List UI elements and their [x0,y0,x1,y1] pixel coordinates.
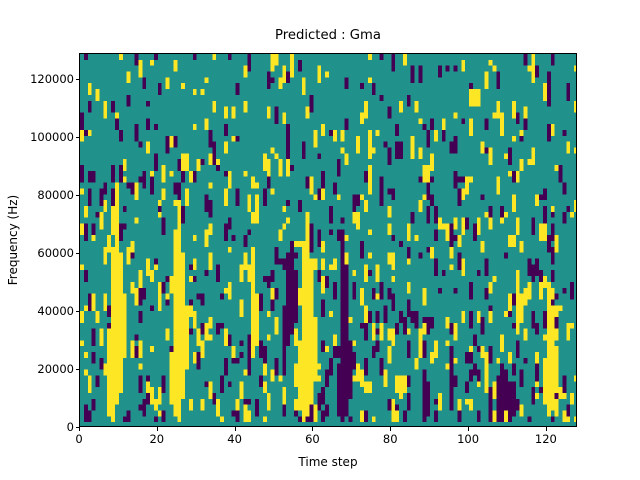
y-tick-mark [75,369,79,370]
y-tick-mark [75,137,79,139]
y-tick-label: 100000 [30,130,74,145]
x-tick-mark [390,427,392,431]
y-tick-label: 0 [66,420,74,434]
y-tick-mark [75,79,79,81]
x-tick-mark [468,427,470,431]
x-tick-label: 20 [149,432,165,446]
x-tick-label: 80 [382,432,398,446]
x-axis-label: Time step [298,455,358,469]
y-tick-label: 40000 [37,304,74,319]
x-tick-mark [234,427,236,431]
y-tick-mark [75,311,79,313]
y-tick-label: 20000 [37,362,74,376]
x-tick-label: 40 [227,432,242,446]
x-tick-label: 120 [534,432,557,446]
x-tick-label: 0 [75,432,83,446]
x-tick-mark [545,427,547,431]
y-tick-mark [75,195,79,197]
page-title: Predicted : Gma [275,28,381,43]
y-tick-label: 120000 [30,72,74,87]
x-tick-label: 60 [305,432,320,446]
heatmap-plot-area [79,53,577,427]
y-tick-label: 80000 [37,188,74,203]
x-tick-label: 100 [457,432,480,446]
y-tick-label: 60000 [37,246,74,261]
x-tick-mark [79,427,80,431]
x-tick-mark [312,427,314,431]
heatmap-image [80,54,576,426]
y-tick-mark [75,427,79,428]
y-tick-mark [75,253,79,255]
x-tick-mark [156,427,158,431]
y-axis-label: Frequency (Hz) [6,194,20,286]
